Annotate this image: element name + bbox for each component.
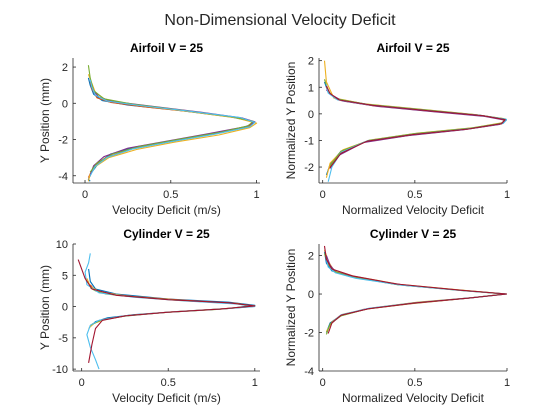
x-axis-label: Normalized Velocity Deficit — [342, 203, 485, 217]
x-tick-label: 0 — [320, 189, 326, 201]
y-tick-label: -1 — [304, 135, 314, 147]
subplot-3: 0 0.5 1 -10 -5 0 5 10 Cylinder V = 25 Velocity De… — [38, 227, 260, 405]
y-tick-label: 0 — [308, 289, 314, 301]
y-axis-label: Y Position (mm) — [38, 78, 52, 163]
y-tick-label: -10 — [52, 364, 68, 376]
x-tick-label: 0.5 — [161, 377, 176, 389]
series-line-5 — [323, 253, 506, 335]
y-axis-label: Y Position (mm) — [38, 265, 52, 350]
y-tick-label: 5 — [62, 270, 68, 282]
y-tick-label: -4 — [58, 171, 68, 183]
y-tick-label: 2 — [308, 56, 314, 68]
series-line-5 — [323, 79, 506, 167]
series-line-2 — [325, 87, 507, 171]
subplot-4: 0 0.5 1 -4 -2 0 2 Cylinder V = 25 Normalized Vel… — [284, 227, 510, 405]
series-line-3 — [323, 249, 507, 332]
subplot-2: 0 0.5 1 -2 -1 0 1 2 Airfoil V = 25 Normalized Vel… — [284, 41, 510, 217]
series-line-6 — [325, 259, 507, 324]
x-tick-label: 0.5 — [407, 189, 422, 201]
subplot-1: 0 0.5 1 -4 -2 0 2 Airfoil V = 25 Velocity Defici… — [38, 41, 260, 217]
series-line-4 — [325, 255, 506, 325]
x-tick-label: 0.5 — [163, 189, 178, 201]
y-tick-label: 0 — [308, 109, 314, 121]
subplot-title: Cylinder V = 25 — [123, 227, 210, 241]
subplot-title: Cylinder V = 25 — [370, 227, 457, 241]
x-tick-label: 1 — [252, 377, 258, 389]
y-tick-label: -4 — [304, 366, 314, 378]
x-tick-label: 1 — [504, 377, 510, 389]
y-axis-label: Normalized Y Position — [284, 249, 298, 367]
series-line-1 — [323, 81, 506, 176]
series-group — [87, 65, 258, 182]
series-group — [323, 245, 507, 335]
y-axis-label: Normalized Y Position — [284, 62, 298, 180]
series-line-3 — [87, 74, 258, 182]
y-tick-label: 10 — [56, 239, 68, 251]
y-tick-label: -2 — [58, 135, 68, 147]
series-group — [323, 60, 507, 182]
y-tick-label: -5 — [58, 333, 68, 345]
y-tick-label: 1 — [308, 82, 314, 94]
subplot-title: Airfoil V = 25 — [376, 41, 449, 55]
y-tick-label: 2 — [308, 251, 314, 263]
subplots: 0 0.5 1 -4 -2 0 2 Airfoil V = 25 Velocity Defici… — [38, 41, 510, 405]
y-tick-label: -2 — [304, 328, 314, 340]
y-tick-label: 0 — [62, 302, 68, 314]
x-axis-label: Velocity Deficit (m/s) — [112, 391, 221, 405]
series-group — [77, 253, 256, 370]
x-axis-label: Normalized Velocity Deficit — [342, 391, 485, 405]
x-tick-label: 0 — [82, 189, 88, 201]
x-tick-label: 0 — [79, 377, 85, 389]
series-line-6 — [89, 79, 256, 177]
x-tick-label: 1 — [504, 189, 510, 201]
subplot-title: Airfoil V = 25 — [130, 41, 203, 55]
y-tick-label: 0 — [62, 98, 68, 110]
figure-suptitle: Non-Dimensional Velocity Deficit — [164, 12, 396, 29]
x-tick-label: 0.5 — [407, 377, 422, 389]
x-tick-label: 0 — [320, 377, 326, 389]
series-line-7 — [323, 245, 507, 334]
y-tick-label: -2 — [304, 162, 314, 174]
y-tick-label: 2 — [62, 62, 68, 74]
series-line-3 — [323, 60, 504, 178]
series-line-7 — [325, 85, 506, 168]
x-tick-label: 1 — [254, 189, 260, 201]
x-axis-label: Velocity Deficit (m/s) — [112, 203, 221, 217]
series-line-6 — [77, 259, 256, 363]
series-line-5 — [84, 253, 256, 370]
